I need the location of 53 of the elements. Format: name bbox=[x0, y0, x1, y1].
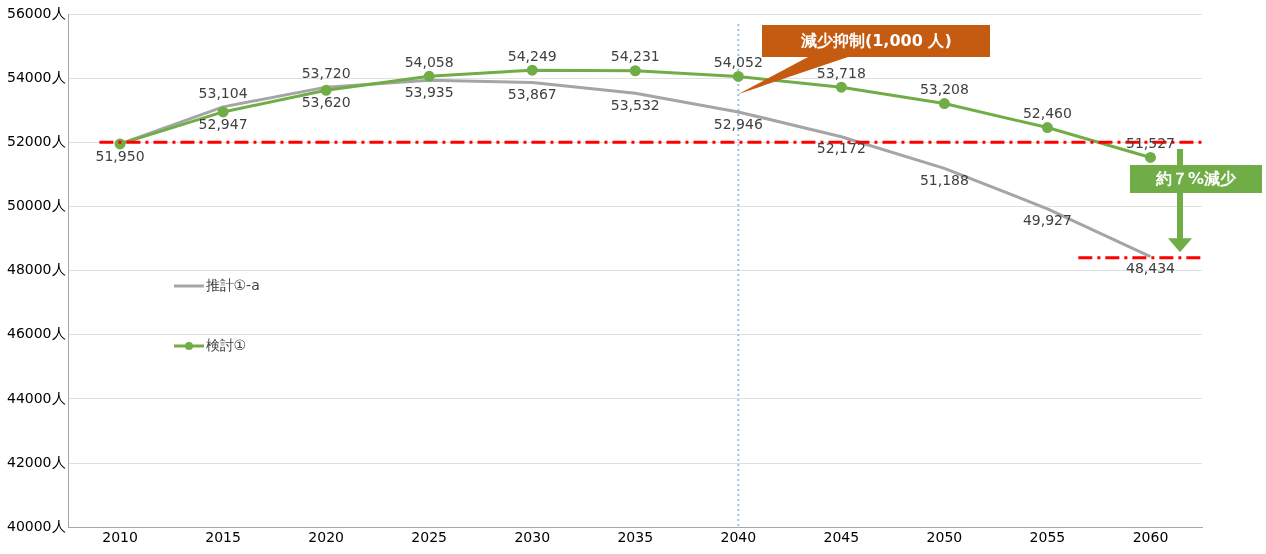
y-tick-label: 54000人 bbox=[6, 68, 66, 85]
legend-label: 推計①-a bbox=[205, 277, 260, 295]
x-tick-label: 2020 bbox=[308, 529, 344, 546]
data-label: 53,620 bbox=[301, 93, 351, 110]
point bbox=[938, 98, 950, 110]
data-label: 54,231 bbox=[610, 48, 660, 65]
y-tick-label: 56000人 bbox=[6, 4, 66, 21]
data-label: 54,249 bbox=[507, 47, 557, 64]
data-label: 51,188 bbox=[919, 171, 969, 188]
x-tick-label: 2060 bbox=[1132, 529, 1169, 546]
y-tick-label: 50000人 bbox=[6, 197, 66, 214]
data-label: 52,946 bbox=[713, 115, 763, 132]
x-tick-label: 2025 bbox=[411, 529, 447, 546]
y-tick-label: 44000人 bbox=[6, 389, 66, 406]
x-tick-label: 2010 bbox=[102, 529, 138, 546]
data-label: 53,208 bbox=[919, 81, 969, 98]
point bbox=[835, 81, 847, 93]
point bbox=[526, 64, 538, 76]
y-tick-label: 40000人 bbox=[6, 517, 66, 534]
data-label: 53,720 bbox=[301, 64, 351, 81]
point bbox=[629, 65, 641, 77]
data-label: 53,104 bbox=[198, 84, 248, 101]
data-label: 52,172 bbox=[816, 140, 866, 157]
data-label: 54,052 bbox=[713, 54, 763, 71]
annotation: 減少抑制(1,000 人) bbox=[799, 29, 953, 52]
data-label: 49,927 bbox=[1022, 212, 1072, 229]
point bbox=[320, 84, 332, 96]
data-label: 52,460 bbox=[1022, 105, 1072, 122]
y-tick-label: 52000人 bbox=[6, 132, 66, 149]
x-tick-label: 2015 bbox=[205, 529, 241, 546]
x-tick-label: 2045 bbox=[823, 529, 860, 546]
point bbox=[423, 70, 435, 82]
point bbox=[1144, 151, 1156, 163]
x-tick-label: 2040 bbox=[720, 529, 757, 546]
x-tick-label: 2055 bbox=[1029, 529, 1066, 546]
point bbox=[732, 70, 744, 82]
data-label: 52,947 bbox=[198, 115, 248, 132]
y-tick-label: 48000人 bbox=[6, 261, 66, 278]
y-tick-label: 46000人 bbox=[6, 325, 66, 342]
data-label: 51,950 bbox=[95, 147, 145, 164]
y-tick-label: 42000人 bbox=[6, 453, 66, 470]
legend-label: 検討① bbox=[205, 337, 247, 355]
data-label: 53,867 bbox=[507, 86, 557, 103]
x-tick-label: 2050 bbox=[926, 529, 963, 546]
data-label: 48,434 bbox=[1125, 260, 1176, 277]
x-tick-label: 2035 bbox=[617, 529, 654, 546]
data-label: 53,935 bbox=[404, 83, 454, 100]
point bbox=[1041, 122, 1053, 134]
x-tick-label: 2030 bbox=[514, 529, 551, 546]
data-label: 53,718 bbox=[816, 64, 866, 81]
data-label: 54,058 bbox=[404, 53, 454, 70]
point bbox=[217, 106, 229, 118]
data-label: 53,532 bbox=[610, 96, 660, 113]
